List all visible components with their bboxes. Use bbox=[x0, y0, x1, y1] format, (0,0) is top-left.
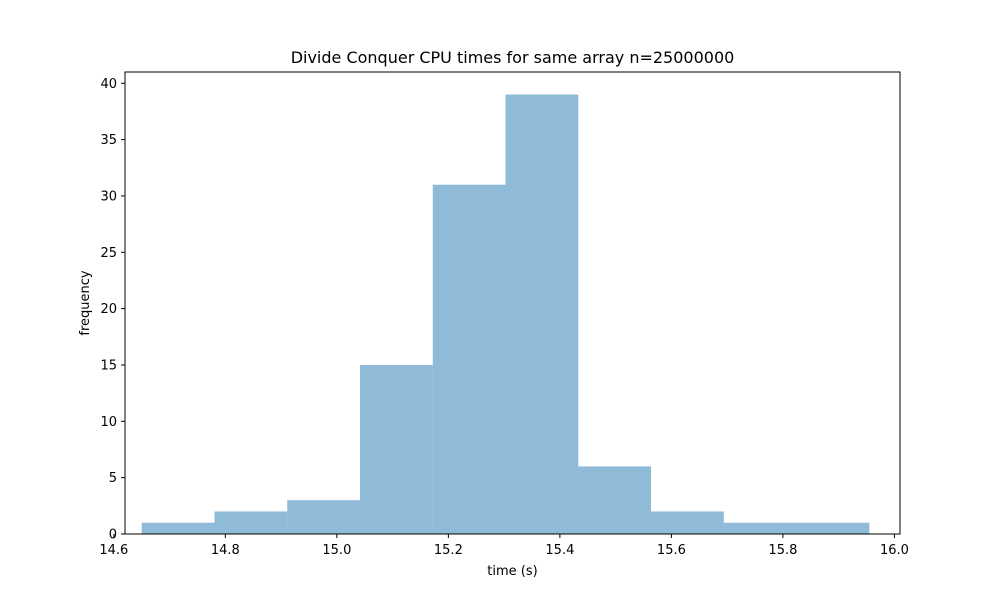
y-tick-label: 25 bbox=[100, 246, 117, 261]
histogram-bar bbox=[505, 94, 579, 534]
x-tick-label: 15.0 bbox=[322, 543, 351, 558]
histogram-bar bbox=[432, 184, 506, 534]
histogram-bar bbox=[651, 511, 724, 534]
y-tick-label: 0 bbox=[109, 528, 117, 543]
y-tick-label: 40 bbox=[100, 77, 117, 92]
y-tick-label: 30 bbox=[100, 189, 117, 204]
histogram-bar bbox=[214, 511, 288, 534]
y-axis-ticks: 0 5 10 15 20 25 30 35 40 bbox=[100, 77, 125, 543]
y-tick-label: 10 bbox=[100, 415, 117, 430]
y-axis-label: frequency bbox=[78, 270, 93, 336]
y-tick-label: 20 bbox=[100, 302, 117, 317]
plot-frame bbox=[124, 71, 901, 535]
x-axis-ticks: 14.6 14.8 15.0 15.2 15.4 15.6 15.8 16.0 bbox=[99, 534, 909, 558]
histogram-bars bbox=[141, 94, 870, 534]
histogram-bar bbox=[723, 522, 797, 534]
x-tick-label: 16.0 bbox=[880, 543, 909, 558]
x-tick-label: 14.8 bbox=[211, 543, 240, 558]
x-axis-label: time (s) bbox=[487, 564, 537, 579]
chart-title: Divide Conquer CPU times for same array … bbox=[291, 48, 735, 67]
y-tick-label: 35 bbox=[100, 133, 117, 148]
x-tick-label: 14.6 bbox=[99, 543, 128, 558]
y-tick-label: 15 bbox=[100, 358, 117, 373]
histogram-bar bbox=[360, 364, 433, 534]
histogram-bar bbox=[287, 500, 361, 534]
histogram-bar bbox=[578, 466, 652, 534]
x-tick-label: 15.8 bbox=[768, 543, 797, 558]
y-tick-label: 5 bbox=[109, 471, 117, 486]
x-tick-label: 15.2 bbox=[434, 543, 463, 558]
x-tick-label: 15.4 bbox=[545, 543, 574, 558]
histogram-bar bbox=[141, 522, 215, 534]
x-tick-label: 15.6 bbox=[657, 543, 686, 558]
histogram-bar bbox=[796, 522, 870, 534]
